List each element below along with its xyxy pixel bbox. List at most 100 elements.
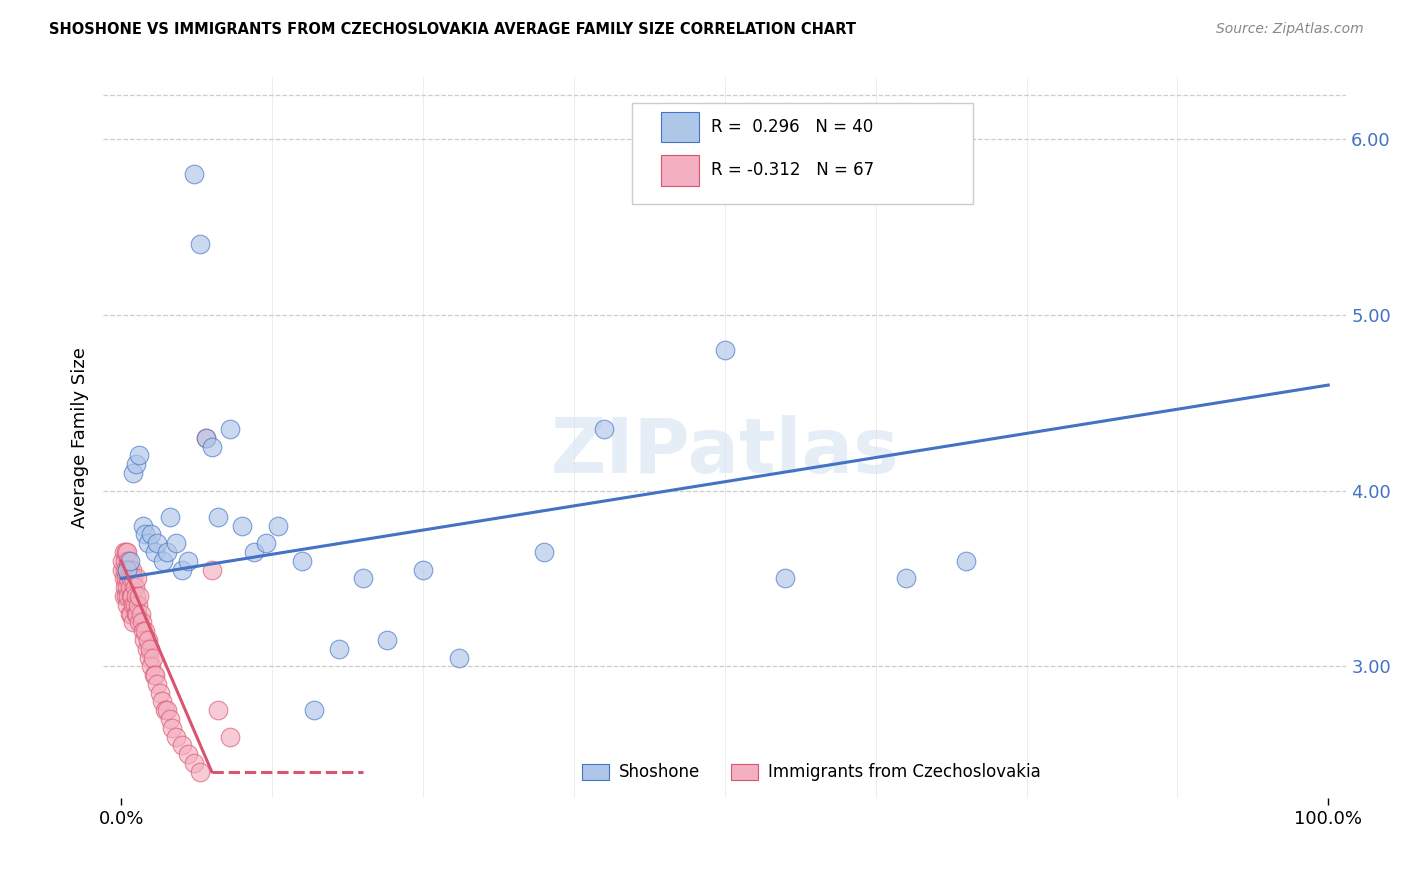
Point [176, 747, 198, 762]
Point [117, 554, 139, 568]
Point [117, 563, 139, 577]
Text: Immigrants from Czechoslovakia: Immigrants from Czechoslovakia [768, 764, 1040, 781]
Point [139, 641, 162, 656]
Point [328, 641, 350, 656]
Point [125, 607, 148, 621]
Point [134, 624, 156, 639]
Point [125, 571, 148, 585]
Point [136, 632, 159, 647]
Point [112, 589, 135, 603]
Point [125, 607, 148, 621]
Point [143, 668, 166, 682]
Point [134, 632, 156, 647]
Text: ZIPatlas: ZIPatlas [550, 415, 898, 489]
Point [304, 703, 326, 717]
Point [207, 509, 229, 524]
Point [593, 422, 616, 436]
Point [218, 422, 240, 436]
Point [146, 536, 169, 550]
Point [120, 571, 142, 585]
Point [955, 554, 977, 568]
Point [122, 466, 145, 480]
Point [141, 527, 163, 541]
Point [136, 536, 159, 550]
Point [135, 641, 157, 656]
Point [114, 554, 136, 568]
Point [122, 598, 145, 612]
Point [291, 554, 314, 568]
Point [122, 571, 145, 585]
Point [773, 571, 796, 585]
Point [114, 563, 136, 577]
Point [165, 730, 187, 744]
Point [160, 721, 183, 735]
Point [159, 712, 181, 726]
Point [128, 615, 150, 630]
Point [194, 431, 217, 445]
Text: Source: ZipAtlas.com: Source: ZipAtlas.com [1216, 22, 1364, 37]
Point [117, 563, 139, 577]
Bar [661, 155, 699, 186]
Point [533, 545, 555, 559]
Point [124, 598, 146, 612]
Point [124, 580, 146, 594]
Point [142, 650, 165, 665]
Point [117, 589, 139, 603]
Point [132, 624, 155, 639]
Point [132, 518, 155, 533]
Point [114, 580, 136, 594]
Text: Shoshone: Shoshone [619, 764, 700, 781]
Point [170, 739, 193, 753]
Point [375, 632, 398, 647]
Point [117, 545, 139, 559]
Point [112, 571, 135, 585]
Point [218, 730, 240, 744]
Point [188, 237, 211, 252]
Text: R =  0.296   N = 40: R = 0.296 N = 40 [711, 118, 873, 136]
Point [118, 580, 141, 594]
Point [170, 563, 193, 577]
Point [138, 650, 160, 665]
Point [267, 518, 290, 533]
Text: R = -0.312   N = 67: R = -0.312 N = 67 [711, 161, 875, 179]
Point [112, 545, 135, 559]
Point [449, 650, 471, 665]
Point [127, 598, 149, 612]
Point [894, 571, 917, 585]
FancyBboxPatch shape [631, 103, 973, 203]
Point [713, 343, 735, 357]
Point [176, 554, 198, 568]
Point [188, 764, 211, 779]
Bar [661, 112, 699, 143]
Point [159, 509, 181, 524]
Point [118, 607, 141, 621]
Point [165, 536, 187, 550]
Point [231, 518, 253, 533]
Point [352, 571, 374, 585]
Point [183, 756, 205, 770]
Point [150, 694, 173, 708]
Point [125, 589, 148, 603]
Point [117, 598, 139, 612]
Point [412, 563, 434, 577]
Point [128, 589, 150, 603]
Point [243, 545, 266, 559]
Point [141, 659, 163, 673]
Point [152, 554, 174, 568]
Point [142, 668, 165, 682]
Point [120, 607, 142, 621]
Point [183, 167, 205, 181]
Bar [582, 764, 609, 780]
Point [254, 536, 277, 550]
Point [207, 703, 229, 717]
Point [146, 677, 169, 691]
Point [117, 571, 139, 585]
Point [122, 615, 145, 630]
Point [115, 571, 138, 585]
Point [134, 527, 156, 541]
Point [115, 589, 138, 603]
Point [129, 607, 152, 621]
Point [121, 563, 143, 577]
Point [118, 563, 141, 577]
Point [131, 615, 153, 630]
